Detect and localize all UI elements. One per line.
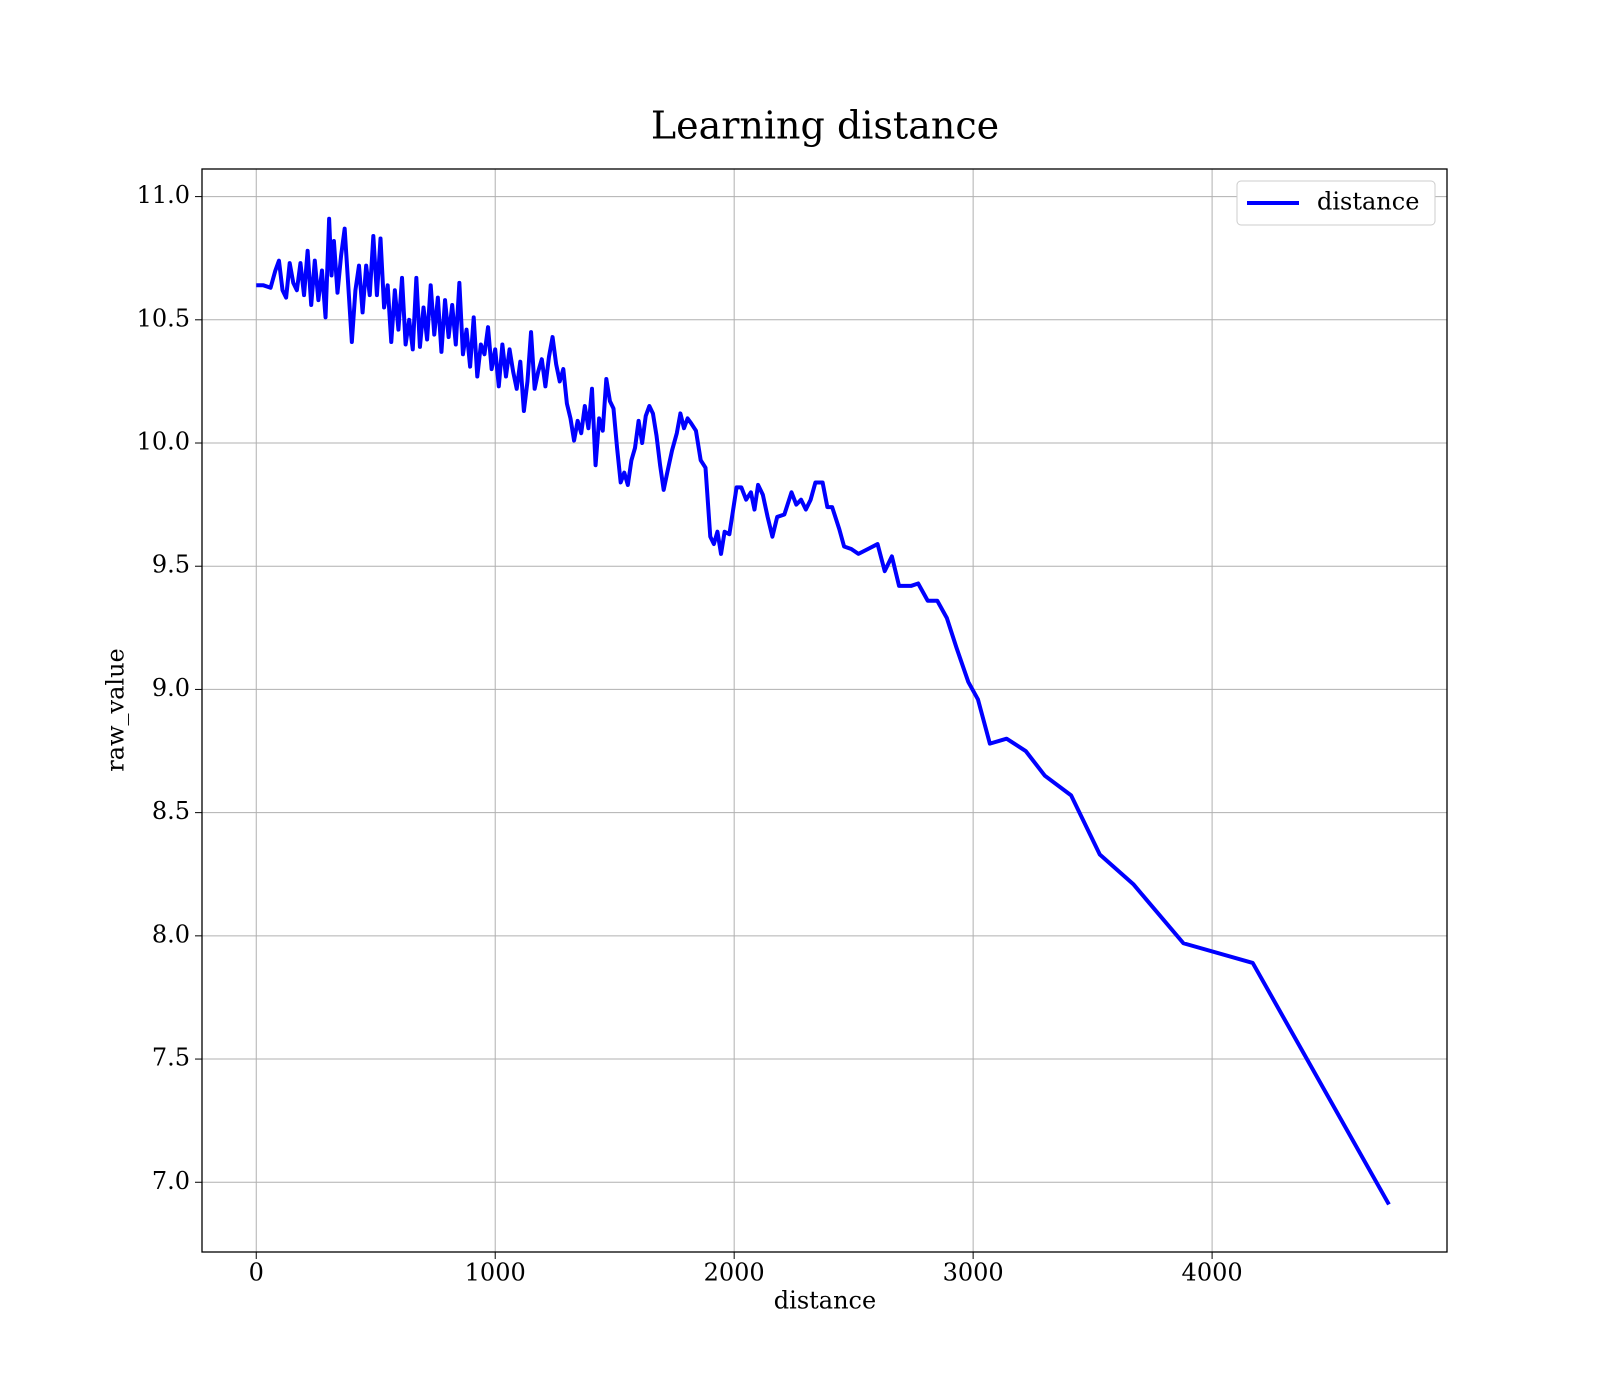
x-tick-label: 2000	[704, 1259, 765, 1287]
legend-label: distance	[1317, 188, 1419, 216]
x-tick-label: 4000	[1182, 1259, 1243, 1287]
y-tick-label: 10.0	[137, 428, 190, 456]
y-tick-label: 7.5	[152, 1044, 190, 1072]
data-line	[256, 216, 1391, 1206]
y-tick-label: 7.0	[152, 1167, 190, 1195]
y-axis-label: raw_value	[102, 648, 130, 772]
legend-box	[1236, 180, 1436, 226]
y-tick-label: 8.0	[152, 920, 190, 948]
x-tick-label: 3000	[943, 1259, 1004, 1287]
x-tick-label: 0	[249, 1259, 264, 1287]
plot-frame	[201, 168, 1448, 1253]
y-tick-label: 10.5	[137, 304, 190, 332]
y-tick-label: 9.5	[152, 551, 190, 579]
chart-title: Learning distance	[651, 104, 999, 148]
y-tick-label: 11.0	[137, 181, 190, 209]
y-tick-label: 9.0	[152, 674, 190, 702]
x-axis-label: distance	[774, 1287, 876, 1315]
y-tick-label: 8.5	[152, 797, 190, 825]
x-tick-label: 1000	[465, 1259, 526, 1287]
